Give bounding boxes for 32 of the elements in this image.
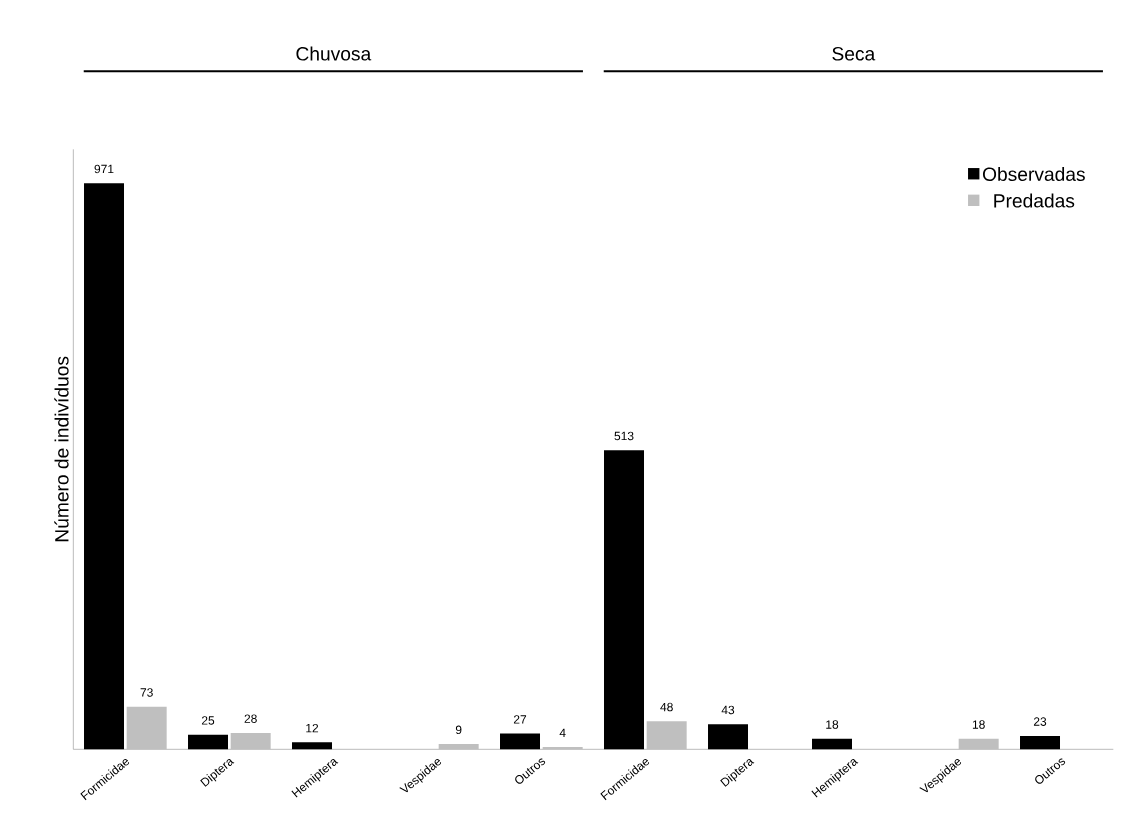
data-label: 18 bbox=[826, 720, 839, 729]
y-axis-title: Número de indivíduos bbox=[54, 356, 69, 542]
bar bbox=[604, 450, 644, 750]
data-label: 25 bbox=[201, 716, 215, 725]
bar bbox=[84, 183, 125, 750]
data-label: 27 bbox=[513, 715, 527, 724]
bar bbox=[500, 733, 541, 750]
data-label: 4 bbox=[559, 728, 566, 737]
legend-label: Observadas bbox=[982, 166, 1085, 182]
bar bbox=[958, 738, 999, 750]
data-label: 48 bbox=[660, 702, 673, 712]
data-label: 73 bbox=[140, 688, 153, 697]
data-label: 513 bbox=[614, 431, 634, 441]
text: Seca bbox=[832, 47, 876, 61]
bar bbox=[812, 738, 853, 750]
bar bbox=[646, 721, 687, 750]
data-label: 18 bbox=[972, 720, 985, 729]
data-label: 9 bbox=[455, 725, 462, 735]
bar bbox=[1020, 735, 1061, 750]
bar bbox=[126, 706, 167, 750]
data-label: 43 bbox=[721, 705, 735, 715]
bar bbox=[438, 744, 479, 750]
bar bbox=[188, 734, 229, 750]
bar bbox=[292, 742, 333, 750]
bar bbox=[708, 724, 749, 750]
data-label: 12 bbox=[306, 723, 319, 733]
text: Chuvosa bbox=[296, 46, 372, 61]
legend-label: Predadas bbox=[994, 193, 1075, 208]
data-label: 971 bbox=[94, 164, 114, 174]
bar bbox=[230, 732, 271, 750]
data-label: 23 bbox=[1033, 717, 1047, 726]
data-label: 28 bbox=[244, 714, 257, 723]
